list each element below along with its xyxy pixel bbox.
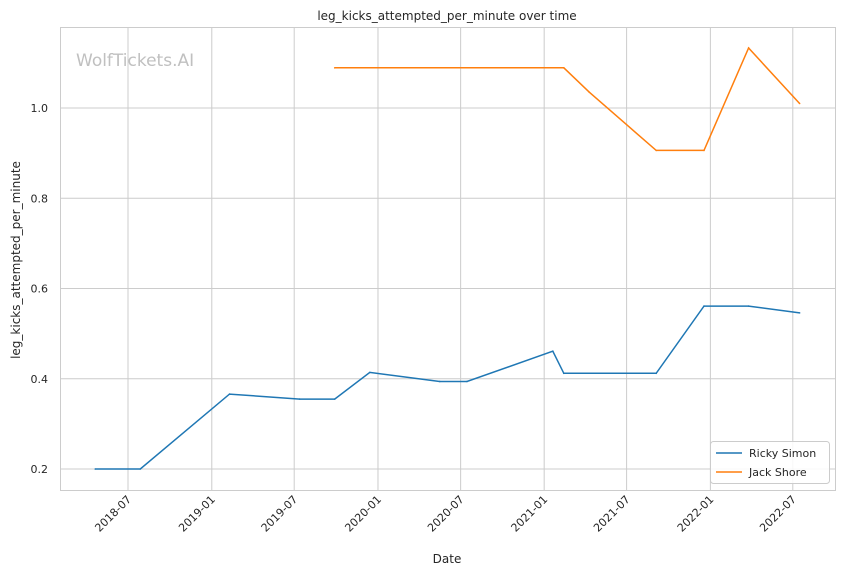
- data-point: [466, 380, 468, 383]
- data-point: [747, 305, 750, 307]
- data-point: [588, 91, 591, 94]
- data-point: [798, 312, 801, 314]
- data-point: [655, 372, 657, 375]
- data-point: [333, 398, 336, 400]
- y-tick-label: 1.0: [31, 102, 49, 115]
- plot-frame: [60, 27, 836, 491]
- y-tick-label: 0.4: [31, 373, 49, 386]
- data-point: [798, 102, 801, 105]
- data-point: [368, 371, 371, 374]
- x-tick-label: 2020-01: [342, 493, 384, 535]
- data-point: [562, 67, 565, 69]
- data-point: [333, 67, 336, 69]
- x-tick-label: 2022-01: [675, 493, 717, 535]
- legend-label-ricky-simon: Ricky Simon: [749, 447, 816, 460]
- data-point: [747, 47, 750, 49]
- data-point: [703, 305, 705, 307]
- data-point: [139, 468, 142, 470]
- data-point: [655, 149, 657, 152]
- data-point: [298, 398, 301, 400]
- data-point: [228, 393, 231, 395]
- x-tick-label: 2021-07: [591, 493, 633, 535]
- y-axis-label: leg_kicks_attempted_per_minute: [9, 161, 23, 359]
- series-line-ricky-simon: [95, 305, 800, 470]
- y-tick-label: 0.2: [31, 463, 49, 476]
- x-tick-label: 2019-07: [259, 493, 301, 535]
- data-point: [94, 468, 97, 470]
- data-point: [562, 372, 565, 375]
- watermark: WolfTickets.AI: [76, 51, 194, 71]
- y-tick-label: 0.8: [31, 192, 49, 205]
- x-tick-label: 2022-07: [757, 493, 799, 535]
- legend: Ricky Simon Jack Shore: [710, 441, 830, 484]
- data-point: [552, 350, 554, 353]
- x-tick-label: 2018-07: [92, 493, 134, 535]
- x-axis-label: Date: [433, 552, 462, 566]
- data-point: [438, 380, 441, 383]
- legend-label-jack-shore: Jack Shore: [748, 466, 807, 479]
- series-line-jack-shore: [334, 46, 801, 152]
- data-point: [703, 149, 705, 152]
- x-tick-label: 2019-01: [176, 493, 218, 535]
- y-tick-label: 0.6: [31, 283, 49, 296]
- chart-title: leg_kicks_attempted_per_minute over time: [317, 9, 576, 23]
- x-tick-label: 2021-01: [509, 493, 551, 535]
- x-tick-label: 2020-07: [425, 493, 467, 535]
